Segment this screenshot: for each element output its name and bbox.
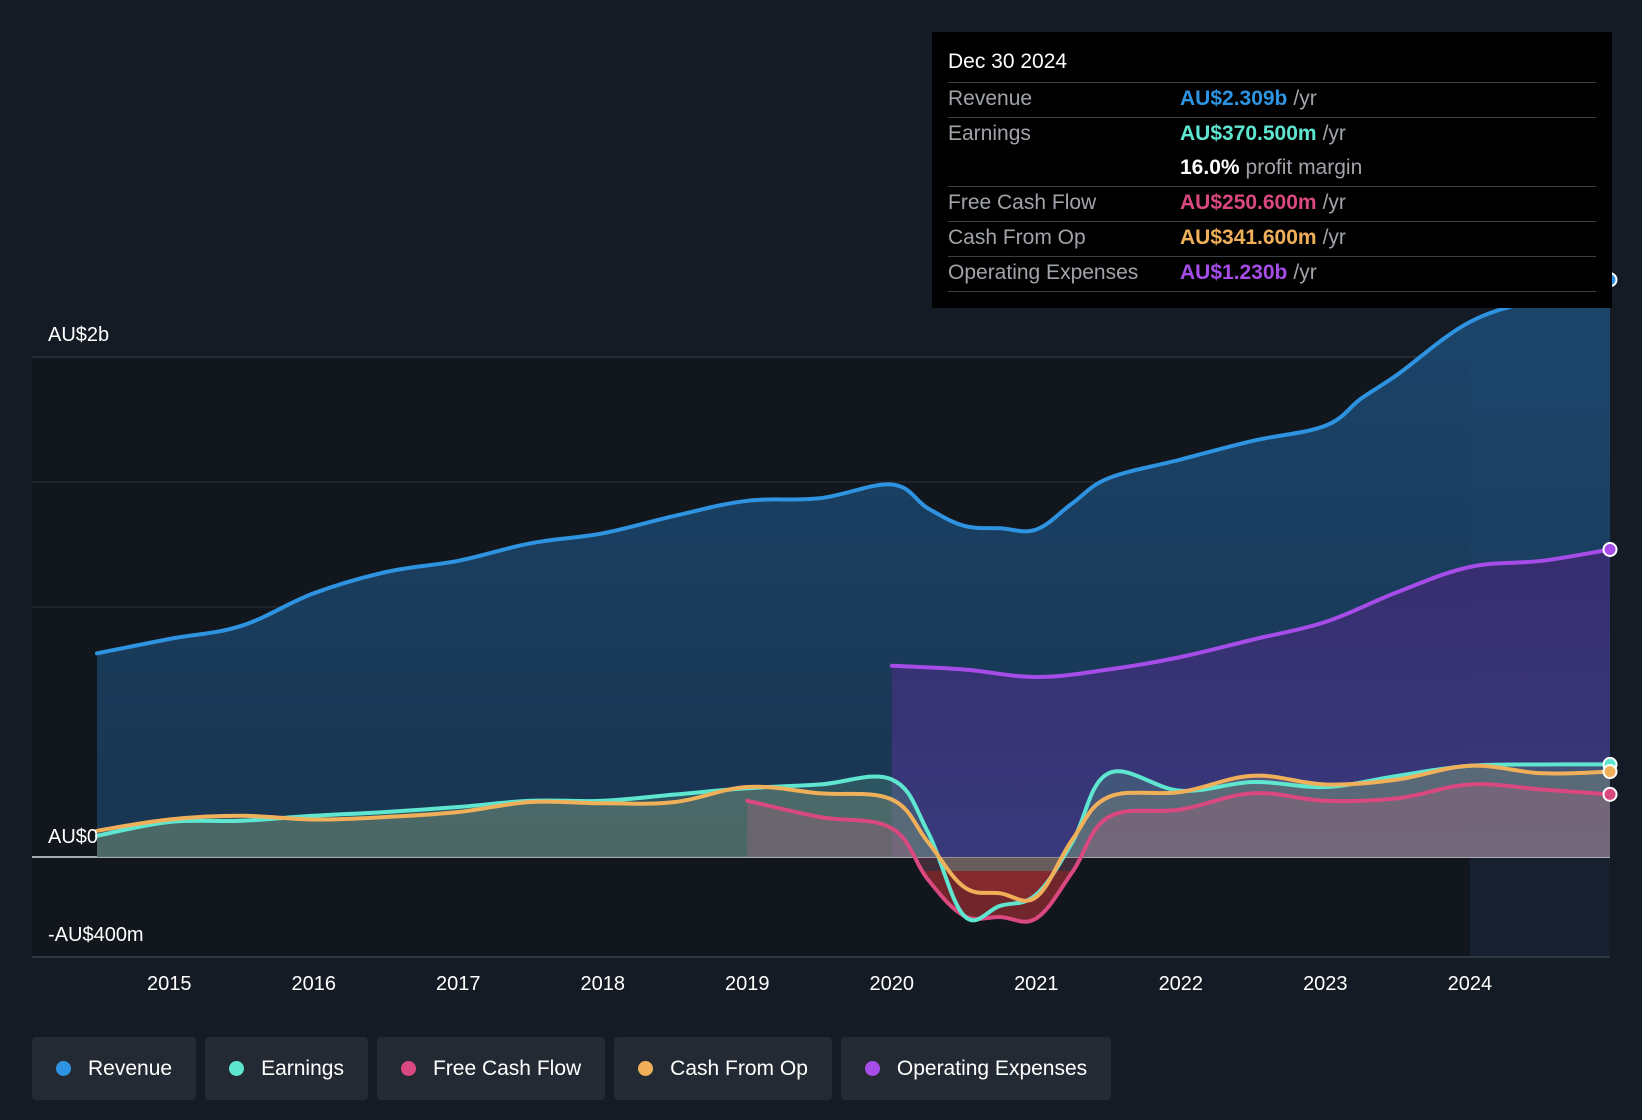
legend-label: Free Cash Flow <box>432 1056 582 1080</box>
tooltip-row-margin: 16.0% profit margin <box>948 152 1596 187</box>
endpoint-operating-expenses <box>1602 542 1618 557</box>
legend-dot-icon <box>638 1061 654 1076</box>
legend-dot-icon <box>864 1061 880 1076</box>
tooltip-row-cfo: Cash From Op AU$341.600m /yr <box>948 222 1596 257</box>
x-tick-label: 2019 <box>725 973 770 995</box>
legend: Revenue Earnings Free Cash Flow Cash Fro… <box>32 1037 1112 1100</box>
tooltip-value: AU$2.309b <box>1180 87 1288 110</box>
tooltip-value: AU$1.230b <box>1180 261 1288 284</box>
x-tick-label: 2018 <box>581 973 626 995</box>
line-revenue <box>95 277 1612 656</box>
tooltip-value: AU$341.600m <box>1180 226 1317 249</box>
x-tick-label: 2015 <box>147 973 192 995</box>
tooltip-row-revenue: Revenue AU$2.309b /yr <box>948 83 1596 118</box>
x-tick-label: 2024 <box>1448 973 1493 995</box>
x-tick-label: 2020 <box>870 973 915 995</box>
tooltip-label <box>948 152 1180 186</box>
tooltip-unit: /yr <box>1322 226 1346 249</box>
legend-item-free-cash-flow[interactable]: Free Cash Flow <box>376 1037 606 1100</box>
y-tick-label: -AU$400m <box>48 924 144 946</box>
legend-label: Earnings <box>261 1056 344 1080</box>
line-cash-from-op <box>95 763 1612 903</box>
area-earnings <box>97 764 1610 871</box>
tooltip-row-fcf: Free Cash Flow AU$250.600m /yr <box>948 187 1596 222</box>
y-tick-label: AU$0 <box>48 826 98 848</box>
tooltip-label: Earnings <box>948 122 1031 145</box>
legend-label: Cash From Op <box>670 1056 808 1080</box>
legend-dot-icon <box>229 1061 245 1076</box>
profit-margin-text: profit margin <box>1245 156 1363 179</box>
tooltip-label: Operating Expenses <box>948 261 1139 284</box>
x-tick-label: 2021 <box>1014 973 1059 995</box>
x-tick-label: 2023 <box>1303 973 1348 995</box>
x-tick-label: 2016 <box>292 973 337 995</box>
tooltip-row-earnings: Earnings AU$370.500m /yr <box>948 118 1596 152</box>
legend-item-cash-from-op[interactable]: Cash From Op <box>614 1037 832 1100</box>
tooltip-value: AU$250.600m <box>1180 191 1317 214</box>
endpoint-free-cash-flow <box>1602 786 1618 802</box>
tooltip-date: Dec 30 2024 <box>948 46 1596 83</box>
tooltip-unit: /yr <box>1322 122 1346 145</box>
tooltip-label: Revenue <box>948 87 1033 110</box>
x-tick-label: 2017 <box>436 973 481 995</box>
endpoint-cash-from-op <box>1602 764 1618 780</box>
area-free-cash-flow <box>747 784 1610 871</box>
legend-item-operating-expenses[interactable]: Operating Expenses <box>840 1037 1112 1100</box>
legend-label: Revenue <box>88 1056 173 1080</box>
legend-item-earnings[interactable]: Earnings <box>205 1037 368 1100</box>
line-free-cash-flow <box>745 782 1612 924</box>
legend-dot-icon <box>400 1061 416 1076</box>
legend-item-revenue[interactable]: Revenue <box>32 1037 197 1100</box>
tooltip-label: Free Cash Flow <box>948 191 1097 214</box>
negative-area-cash-from-op <box>948 871 1055 901</box>
tooltip-label: Cash From Op <box>948 226 1086 249</box>
tooltip-row-opex: Operating Expenses AU$1.230b /yr <box>948 257 1596 292</box>
line-operating-expenses <box>889 547 1612 679</box>
tooltip-unit: /yr <box>1293 261 1317 284</box>
profit-margin-value: 16.0% <box>1180 156 1240 179</box>
x-tick-label: 2022 <box>1159 973 1204 995</box>
tooltip-unit: /yr <box>1293 87 1317 110</box>
tooltip-unit: /yr <box>1322 191 1346 214</box>
y-tick-label: AU$2b <box>48 324 109 346</box>
legend-dot-icon <box>56 1061 71 1076</box>
line-earnings <box>95 762 1612 923</box>
legend-label: Operating Expenses <box>896 1056 1088 1080</box>
tooltip-panel: Dec 30 2024 Revenue AU$2.309b /yr Earnin… <box>932 32 1612 308</box>
tooltip-value: AU$370.500m <box>1180 122 1317 145</box>
area-operating-expenses <box>891 549 1610 857</box>
